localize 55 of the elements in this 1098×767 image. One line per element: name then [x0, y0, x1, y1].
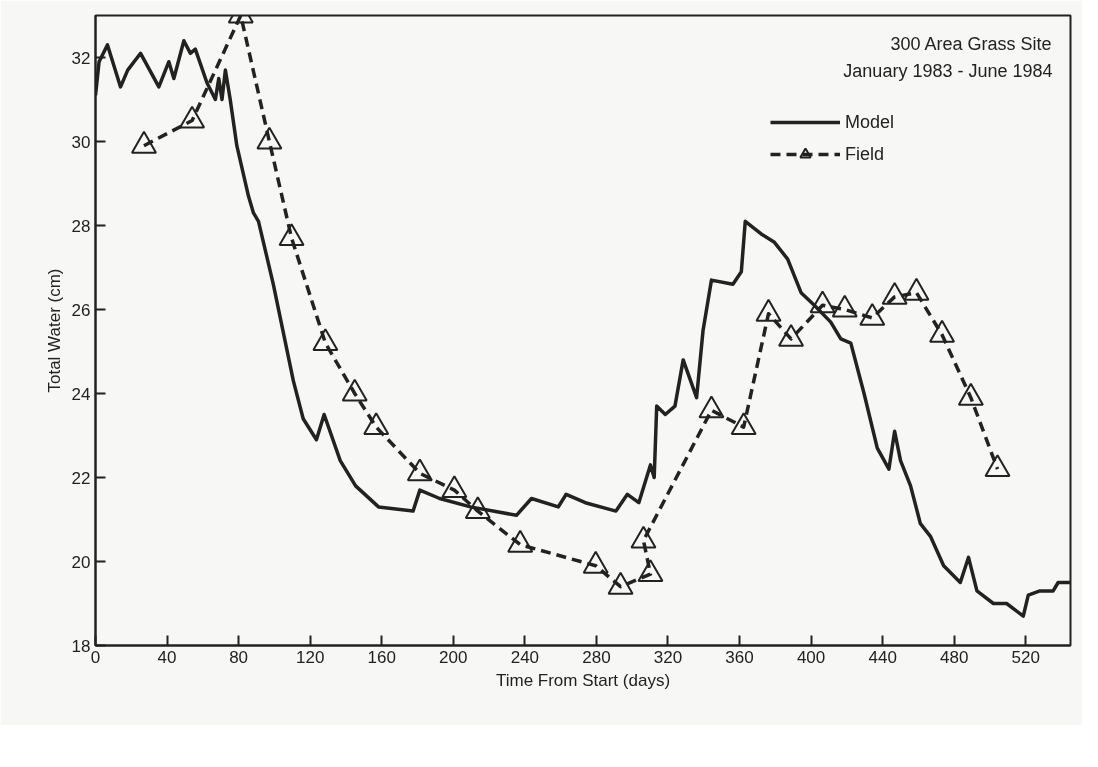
- x-tick-label: 80: [229, 647, 249, 667]
- legend-label: Field: [845, 143, 885, 165]
- point: [312, 328, 339, 352]
- legend-label: Model: [845, 111, 895, 133]
- point: [859, 303, 886, 326]
- y-tick-label: 18: [71, 636, 91, 656]
- point: [507, 529, 534, 553]
- x-tick-label: 400: [796, 647, 826, 667]
- x-tick-label: 280: [582, 647, 611, 667]
- annotation: 300 Area Grass Site: [890, 33, 1052, 54]
- point: [755, 298, 782, 322]
- x-tick-label: 0: [90, 647, 101, 667]
- x-tick-label: 120: [296, 647, 325, 667]
- x-tick-label: 320: [653, 647, 683, 667]
- x-tick-label: 200: [439, 647, 468, 667]
- point: [406, 458, 433, 482]
- point: [179, 105, 206, 129]
- point: [341, 378, 368, 402]
- point: [278, 223, 305, 247]
- y-tick-label: 20: [71, 552, 91, 572]
- point: [778, 324, 805, 347]
- y-tick-label: 26: [71, 300, 91, 320]
- point: [363, 412, 390, 436]
- point: [130, 130, 157, 154]
- y-axis-title: Total Water (cm): [44, 268, 64, 393]
- point: [984, 454, 1011, 478]
- point: [881, 282, 908, 305]
- x-tick-label: 480: [940, 647, 969, 667]
- x-axis-title: Time From Start (days): [495, 670, 671, 690]
- y-tick-label: 22: [71, 468, 91, 488]
- x-tick-label: 360: [725, 647, 754, 667]
- y-tick-label: 28: [71, 216, 91, 236]
- y-tick-label: 30: [71, 132, 91, 152]
- point: [809, 290, 836, 314]
- point: [582, 550, 609, 574]
- x-tick-label: 160: [367, 647, 396, 667]
- point: [464, 496, 491, 520]
- point: [929, 319, 956, 343]
- point: [256, 126, 283, 150]
- point: [441, 475, 468, 499]
- annotation: January 1983 - June 1984: [843, 60, 1053, 81]
- point: [607, 571, 634, 595]
- point: [637, 559, 664, 583]
- x-tick-label: 520: [1011, 647, 1040, 667]
- x-tick-label: 240: [510, 647, 540, 667]
- point: [730, 412, 757, 436]
- x-tick-label: 40: [157, 647, 177, 667]
- point: [831, 294, 858, 318]
- y-tick-label: 24: [71, 384, 91, 404]
- point: [630, 525, 657, 549]
- point: [698, 395, 725, 419]
- point: [903, 277, 930, 301]
- x-tick-label: 440: [868, 647, 897, 667]
- y-tick-label: 32: [71, 48, 91, 68]
- point: [957, 382, 984, 406]
